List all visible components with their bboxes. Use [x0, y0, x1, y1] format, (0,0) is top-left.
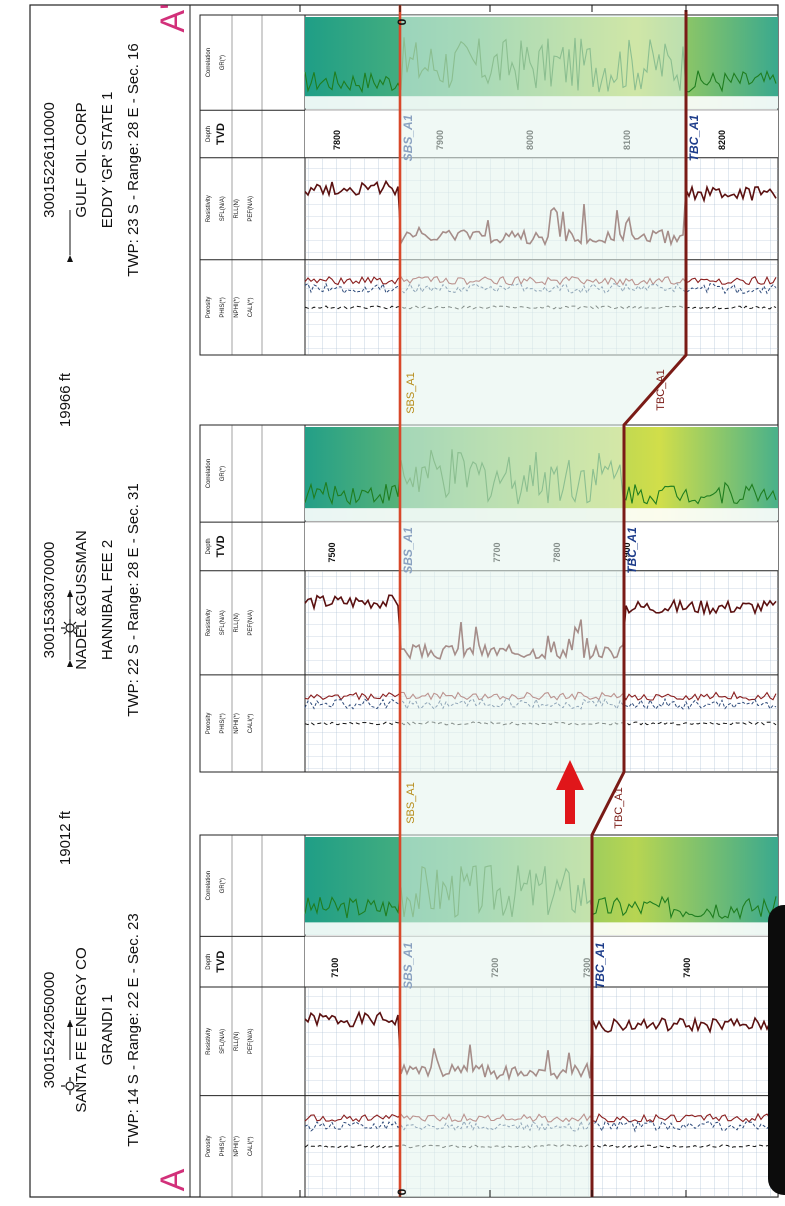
correlation-zone	[400, 15, 686, 1197]
gap-top-label: SBS_A1	[405, 372, 417, 414]
depth-label: 7800	[332, 130, 342, 150]
track-header-label: CALI(*)	[248, 714, 254, 734]
gap-base-label: TBC_A1	[655, 369, 667, 411]
track-header-label: Correlation	[206, 459, 212, 488]
gap-base-label: TBC_A1	[613, 787, 625, 829]
base-pick-label: TBC_A1	[625, 527, 639, 574]
track-header-label: Correlation	[206, 871, 212, 900]
track-header-label: TVD	[215, 535, 227, 557]
track-header-label: Resistivity	[206, 1028, 212, 1055]
track-header-label: CALI(*)	[248, 1136, 254, 1156]
well-operator: SANTA FE ENERGY CO	[73, 947, 90, 1112]
track-header-label: PHIS(*)	[220, 1136, 226, 1156]
track-header-label: Depth	[206, 538, 212, 554]
well-name: GRANDI 1	[99, 995, 116, 1066]
well-operator: GULF OIL CORP	[73, 102, 90, 217]
track-header-label: PHIS(*)	[220, 713, 226, 733]
track-header-label: NPHI(*)	[234, 297, 240, 318]
depth-label: 7900	[622, 542, 632, 562]
spacing-label: 19012 ft	[57, 810, 74, 865]
track-header-label: RLL(N)	[234, 1032, 240, 1051]
well-api: 30015226110000	[41, 102, 58, 218]
track-header-label: SFL(N/A)	[220, 1029, 226, 1054]
well-operator: NADEL &GUSSMAN	[73, 530, 90, 669]
gap-top-label: SBS_A1	[405, 782, 417, 824]
track-header-label: PEF(N/A)	[248, 196, 254, 222]
section-start-marker: A	[154, 1168, 192, 1191]
track-header-label: PEF(N/A)	[248, 610, 254, 636]
neutron-curve	[304, 697, 777, 711]
track-header-label: Depth	[206, 954, 212, 970]
track-header-label: GR(*)	[220, 55, 226, 70]
track-header-label: RLL(N)	[234, 199, 240, 218]
track-header-label: CALI(*)	[248, 298, 254, 318]
well-name: EDDY 'GR' STATE 1	[99, 92, 116, 229]
track-header-label: Porosity	[206, 1135, 212, 1157]
track-header-label: RLL(N)	[234, 613, 240, 632]
neutron-curve	[304, 1119, 776, 1133]
base-correlation-line	[590, 10, 688, 1197]
spacing-label: 19966 ft	[57, 372, 74, 427]
legend-box	[768, 905, 785, 1195]
track-header-label: Porosity	[206, 713, 212, 735]
track-header-label: PEF(N/A)	[248, 1029, 254, 1055]
track-header-label: Correlation	[206, 48, 212, 77]
base-pick-label: TBC_A1	[687, 114, 701, 161]
up-arrow-icon	[556, 760, 584, 824]
caliper-curve	[304, 721, 777, 726]
well-api: 30015363070000	[41, 542, 58, 659]
track-header-label: TVD	[215, 951, 227, 973]
labels: SBS_A1 SBS_A1 TBC_A1 TBC_A1 0 0	[395, 18, 667, 1195]
depth-label: 8200	[717, 130, 727, 150]
track-header-label: TVD	[215, 123, 227, 145]
track-header-label: Resistivity	[206, 195, 212, 222]
depth-label: 7100	[330, 958, 340, 978]
track-header-label: SFL(N/A)	[220, 196, 226, 221]
spacing-arrow	[67, 1020, 73, 1060]
well-location: TWP: 14 S - Range: 22 E - Sec. 23	[125, 913, 142, 1146]
well-headers: 30015242050000 SANTA FE ENERGY CO GRANDI 1…	[41, 3, 192, 1191]
datum-label: 0	[395, 18, 409, 25]
track-header-label: PHIS(*)	[220, 297, 226, 317]
well-api: 30015242050000	[41, 972, 58, 1089]
track-header-label: GR(*)	[220, 466, 226, 481]
depth-label: 7400	[682, 958, 692, 978]
correlation-overlay	[299, 5, 688, 1197]
datum-label: 0	[395, 1188, 409, 1195]
track-header-label: Depth	[206, 126, 212, 142]
spacing-arrow	[67, 210, 73, 262]
well-icon	[61, 1077, 79, 1095]
track-header-label: SFL(N/A)	[220, 610, 226, 635]
section-end-marker: A'	[154, 3, 192, 32]
track-header-label: NPHI(*)	[234, 1136, 240, 1157]
track-header-label: Porosity	[206, 297, 212, 319]
track-header-label: NPHI(*)	[234, 713, 240, 734]
depth-label: 7500	[327, 542, 337, 562]
well-name: HANNIBAL FEE 2	[99, 540, 116, 660]
well-location: TWP: 23 S - Range: 28 E - Sec. 16	[125, 43, 142, 276]
track-header-label: Resistivity	[206, 609, 212, 636]
base-pick-label: TBC_A1	[593, 942, 607, 989]
well-location: TWP: 22 S - Range: 28 E - Sec. 31	[125, 483, 142, 716]
track-header-label: GR(*)	[220, 878, 226, 893]
spacing-arrow	[67, 608, 73, 667]
